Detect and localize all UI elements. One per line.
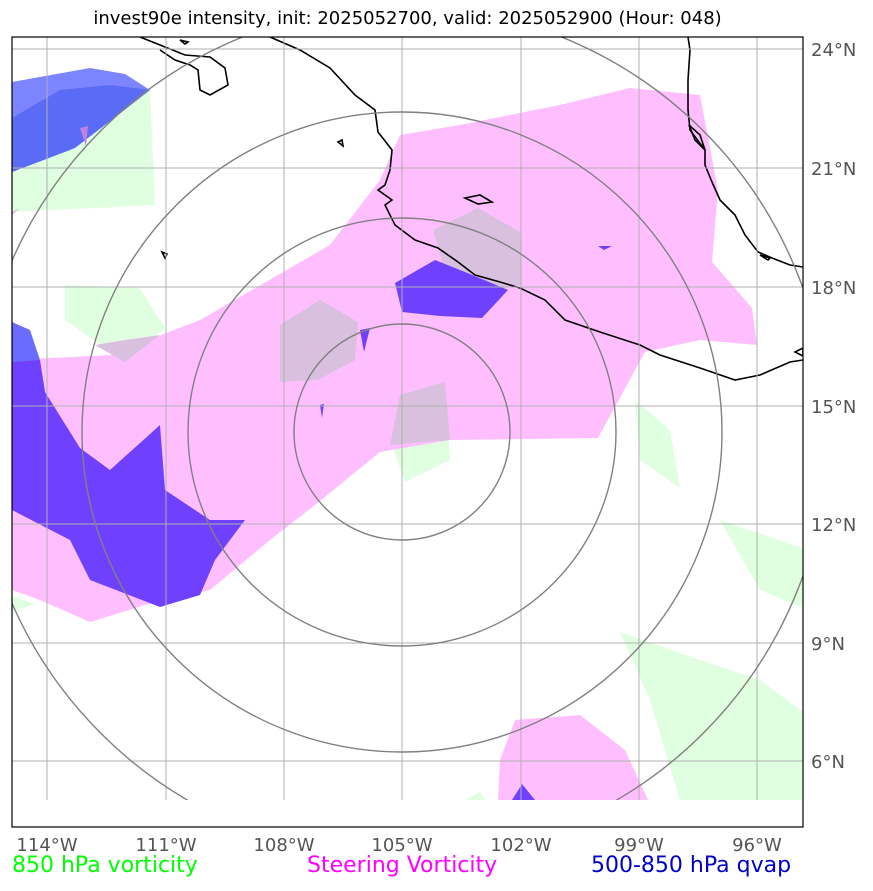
lon-tick-label: 102°W xyxy=(490,835,551,856)
lat-tick-label: 21°N xyxy=(811,159,856,180)
legend-steering-vorticity: Steering Vorticity xyxy=(307,853,498,878)
lon-tick-label: 111°W xyxy=(135,835,196,856)
plot-frame xyxy=(11,36,804,828)
lat-tick-label: 15°N xyxy=(811,397,856,418)
lat-tick-label: 9°N xyxy=(811,634,845,655)
range-ring xyxy=(293,323,511,541)
lat-tick-label: 12°N xyxy=(811,515,856,536)
coastlines xyxy=(139,37,803,381)
map-layers xyxy=(12,37,803,827)
lon-tick-labels: 114°W 111°W 108°W 105°W 102°W 99°W 96°W xyxy=(16,835,782,856)
lat-tick-label: 24°N xyxy=(811,40,856,61)
range-rings xyxy=(12,37,803,827)
lat-tick-label: 18°N xyxy=(811,278,856,299)
overlap-fills xyxy=(12,208,522,445)
legend-850-vorticity: 850 hPa vorticity xyxy=(12,853,198,878)
lon-tick-label: 108°W xyxy=(253,835,314,856)
lon-tick-label: 99°W xyxy=(614,835,664,856)
lon-tick-label: 105°W xyxy=(371,835,432,856)
lon-tick-label: 114°W xyxy=(16,835,77,856)
range-ring xyxy=(187,217,617,647)
lat-tick-label: 6°N xyxy=(811,752,845,773)
lon-tick-label: 96°W xyxy=(732,835,782,856)
legend-qvap: 500-850 hPa qvap xyxy=(591,853,792,878)
chart-title: invest90e intensity, init: 2025052700, v… xyxy=(93,8,722,29)
lat-tick-labels: 24°N 21°N 18°N 15°N 12°N 9°N 6°N xyxy=(811,40,856,773)
range-ring xyxy=(81,111,723,753)
gridlines xyxy=(12,37,803,827)
